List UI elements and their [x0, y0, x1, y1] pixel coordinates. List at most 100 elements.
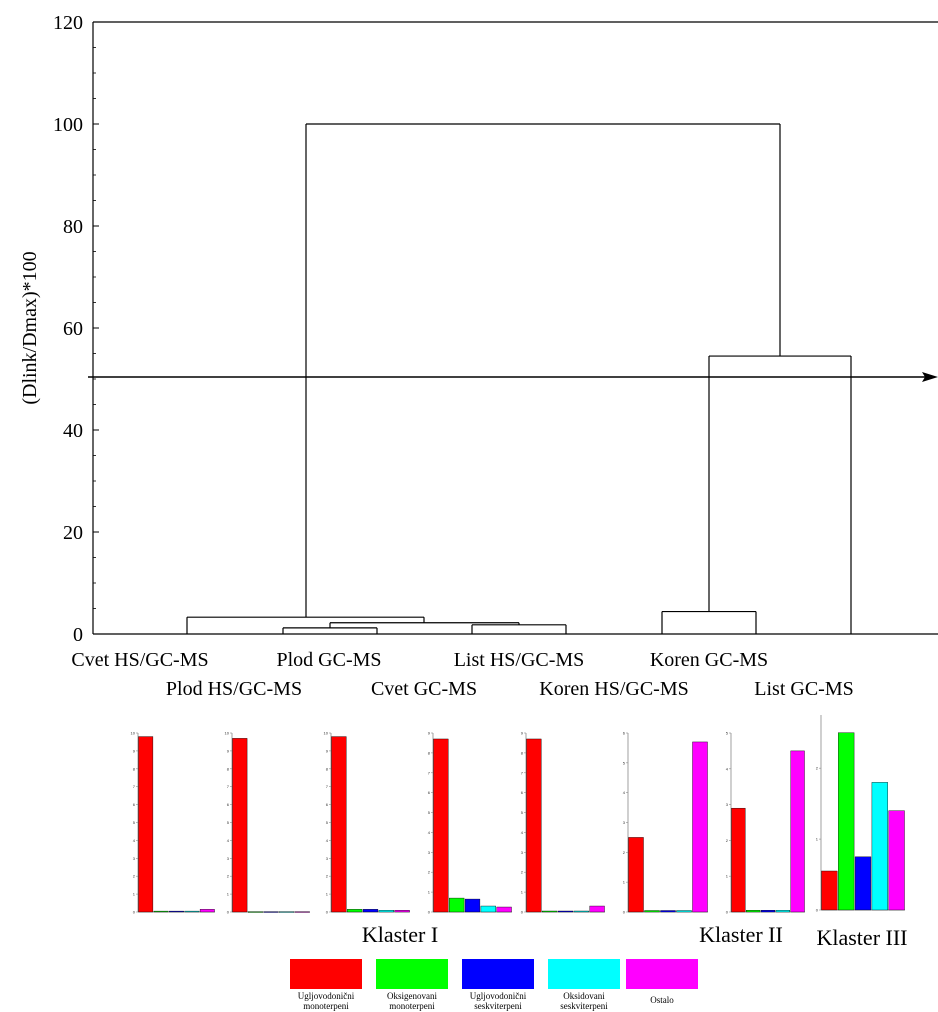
panel-tick-label: 0 [133, 910, 136, 915]
legend-label-line2: monoterpeni [303, 1001, 349, 1011]
panel-tick-label: 2 [227, 874, 230, 879]
dendrogram: 0 20 40 60 80 100 120 (Dlink/Dmax)*100 Cvet HS/G… [19, 12, 938, 700]
bar [692, 741, 708, 913]
bar [589, 905, 605, 913]
panel-tick-label: 4 [326, 838, 329, 843]
bar [526, 738, 542, 913]
legend-label: Oksidovani [563, 991, 605, 1001]
bar-panel: 0 1 2 3 4 5 6 7 8 9 10 [225, 731, 310, 915]
panel-tick-label: 1 [326, 892, 329, 897]
bar [153, 910, 169, 913]
cluster-label: Klaster I [362, 922, 438, 947]
panel-tick-label: 6 [227, 802, 230, 807]
panel-tick-label: 2 [521, 870, 524, 875]
panel-tick-label: 2 [428, 870, 431, 875]
y-tick-label: 60 [63, 318, 83, 340]
panel-tick-label: 9 [133, 748, 136, 753]
leaf-label: Plod HS/GC-MS [166, 678, 302, 700]
cluster-label: Klaster II [699, 922, 783, 947]
bar [331, 736, 347, 913]
bar-panel: 0 1 2 3 4 5 [726, 731, 805, 915]
y-tick-label: 40 [63, 420, 83, 442]
panel-tick-label: 4 [623, 790, 626, 795]
bar [838, 732, 855, 911]
panel-tick-label: 2 [133, 874, 136, 879]
panel-tick-label: 9 [227, 748, 230, 753]
panel-tick-label: 1 [623, 880, 626, 885]
panel-tick-label: 0 [428, 910, 431, 915]
panel-tick-label: 4 [428, 830, 431, 835]
panel-tick-label: 5 [133, 820, 136, 825]
bar [821, 870, 838, 911]
panel-tick-label: 2 [623, 850, 626, 855]
y-tick-label: 0 [73, 624, 83, 646]
legend-swatch [626, 959, 698, 989]
panel-tick-label: 3 [326, 856, 329, 861]
panel-tick-label: 6 [133, 802, 136, 807]
bar-panel: 0 1 2 3 4 5 6 7 8 9 10 [131, 731, 215, 915]
bar-panel: 0 1 2 3 4 5 6 7 8 9 [521, 731, 605, 915]
bar [169, 910, 184, 913]
panel-tick-label: 5 [227, 820, 230, 825]
leaf-label: Cvet GC-MS [371, 678, 477, 700]
legend-label-line2: monoterpeni [389, 1001, 435, 1011]
y-tick-label: 20 [63, 522, 83, 544]
panel-tick-label: 5 [326, 820, 329, 825]
panel-tick-label: 3 [133, 856, 136, 861]
legend-swatch [290, 959, 362, 989]
leaf-label: Cvet HS/GC-MS [71, 649, 208, 671]
panel-tick-label: 0 [726, 910, 729, 915]
bar [362, 909, 379, 913]
bar [628, 837, 644, 913]
cut-line-arrowhead [922, 372, 938, 382]
panel-tick-label: 7 [326, 784, 329, 789]
bar [660, 910, 676, 913]
panel-tick-label: 2 [816, 766, 819, 771]
panel-tick-label: 1 [133, 892, 136, 897]
bar [184, 910, 200, 913]
y-tick-label: 100 [53, 114, 83, 136]
panel-tick-label: 1 [521, 890, 524, 895]
legend-item: Ostalo [626, 959, 698, 1005]
panel-tick-label: 0 [227, 910, 230, 915]
panel-tick-label: 6 [326, 802, 329, 807]
panel-tick-label: 2 [326, 874, 329, 879]
bar [138, 736, 154, 913]
composition-bar-panels: 0123456789100123456789100123456789100123… [131, 715, 908, 950]
bar [854, 856, 872, 911]
panel-tick-label: 3 [726, 802, 729, 807]
bar [263, 911, 279, 913]
bar [573, 910, 589, 913]
panel-tick-label: 7 [521, 770, 524, 775]
bar [279, 911, 295, 913]
panel-tick-label: 9 [326, 748, 329, 753]
panel-tick-label: 8 [133, 766, 136, 771]
legend-label-line2: seskviterpeni [560, 1001, 608, 1011]
panel-tick-label: 10 [324, 731, 329, 736]
panel-tick-label: 10 [131, 731, 136, 736]
bar [247, 911, 263, 913]
panel-tick-label: 2 [726, 838, 729, 843]
bar [433, 738, 449, 913]
panel-tick-label: 5 [623, 760, 626, 765]
panel-tick-label: 3 [227, 856, 230, 861]
bar [449, 897, 465, 913]
panel-tick-label: 8 [227, 766, 230, 771]
bar [347, 909, 363, 913]
panel-tick-label: 0 [816, 908, 819, 913]
panel-tick-label: 10 [225, 731, 230, 736]
bar [542, 910, 558, 913]
bar [888, 810, 905, 911]
y-tick-label: 80 [63, 216, 83, 238]
legend-swatch [376, 959, 448, 989]
legend-swatch [548, 959, 620, 989]
panel-tick-label: 5 [726, 731, 729, 736]
bar [676, 910, 692, 913]
leaf-label: Plod GC-MS [276, 649, 381, 671]
bar [790, 750, 805, 913]
panel-tick-label: 0 [326, 910, 329, 915]
panel-tick-label: 1 [726, 874, 729, 879]
panel-tick-label: 0 [623, 910, 626, 915]
